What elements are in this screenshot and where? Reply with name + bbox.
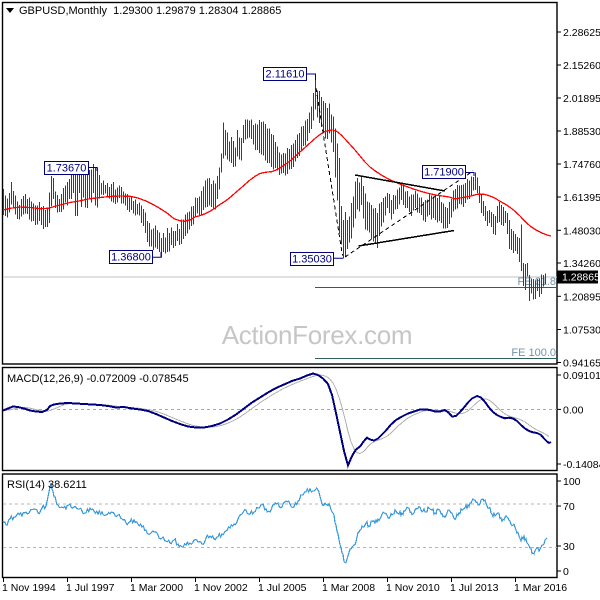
svg-text:1.71900: 1.71900: [424, 167, 464, 179]
svg-text:1 Mar 2000: 1 Mar 2000: [130, 582, 183, 594]
svg-text:FE 61.8: FE 61.8: [517, 276, 556, 288]
svg-text:1 Jul 2005: 1 Jul 2005: [258, 582, 307, 594]
svg-text:1.28865: 1.28865: [562, 272, 600, 284]
svg-text:1.34260: 1.34260: [563, 258, 600, 270]
svg-text:RSI(14) 38.6211: RSI(14) 38.6211: [7, 479, 87, 491]
svg-text:70: 70: [563, 501, 575, 513]
svg-text:1 Nov 2010: 1 Nov 2010: [386, 582, 440, 594]
svg-text:1 Mar 2008: 1 Mar 2008: [322, 582, 375, 594]
svg-text:MACD(12,26,9) -0.072009 -0.078: MACD(12,26,9) -0.072009 -0.078545: [7, 373, 189, 385]
svg-text:1.48030: 1.48030: [563, 225, 600, 237]
svg-text:0.94165: 0.94165: [563, 358, 600, 370]
svg-text:1.20895: 1.20895: [563, 291, 600, 303]
svg-text:0.091015: 0.091015: [563, 370, 600, 382]
svg-text:1 Jul 1997: 1 Jul 1997: [66, 582, 115, 594]
svg-text:1 Nov 2002: 1 Nov 2002: [194, 582, 248, 594]
svg-text:1.73670: 1.73670: [47, 163, 87, 175]
svg-text:1.36800: 1.36800: [111, 252, 151, 264]
svg-text:1.88530: 1.88530: [563, 126, 600, 138]
svg-text:1 Jul 2013: 1 Jul 2013: [450, 582, 499, 594]
svg-text:0.00: 0.00: [563, 404, 584, 416]
svg-text:2.11610: 2.11610: [266, 69, 305, 81]
svg-text:2.28625: 2.28625: [563, 27, 600, 39]
svg-text:GBPUSD,Monthly 1.29300 1.2987: GBPUSD,Monthly 1.29300 1.29879 1.28304 1…: [19, 5, 281, 17]
svg-text:1.61395: 1.61395: [563, 192, 600, 204]
svg-text:1 Mar 2016: 1 Mar 2016: [514, 582, 567, 594]
svg-text:2.15260: 2.15260: [563, 60, 600, 72]
svg-text:1 Nov 1994: 1 Nov 1994: [2, 582, 56, 594]
svg-text:FE 100.0: FE 100.0: [511, 347, 556, 359]
svg-text:1.35030: 1.35030: [292, 254, 332, 266]
svg-text:-0.140843: -0.140843: [563, 459, 600, 471]
svg-text:1.74760: 1.74760: [563, 159, 600, 171]
svg-text:2.01895: 2.01895: [563, 93, 600, 105]
svg-text:30: 30: [563, 541, 575, 553]
svg-text:0: 0: [563, 566, 569, 578]
svg-text:100: 100: [563, 476, 581, 488]
svg-text:1.07530: 1.07530: [563, 325, 600, 337]
svg-text:ActionForex.com: ActionForex.com: [222, 320, 413, 350]
